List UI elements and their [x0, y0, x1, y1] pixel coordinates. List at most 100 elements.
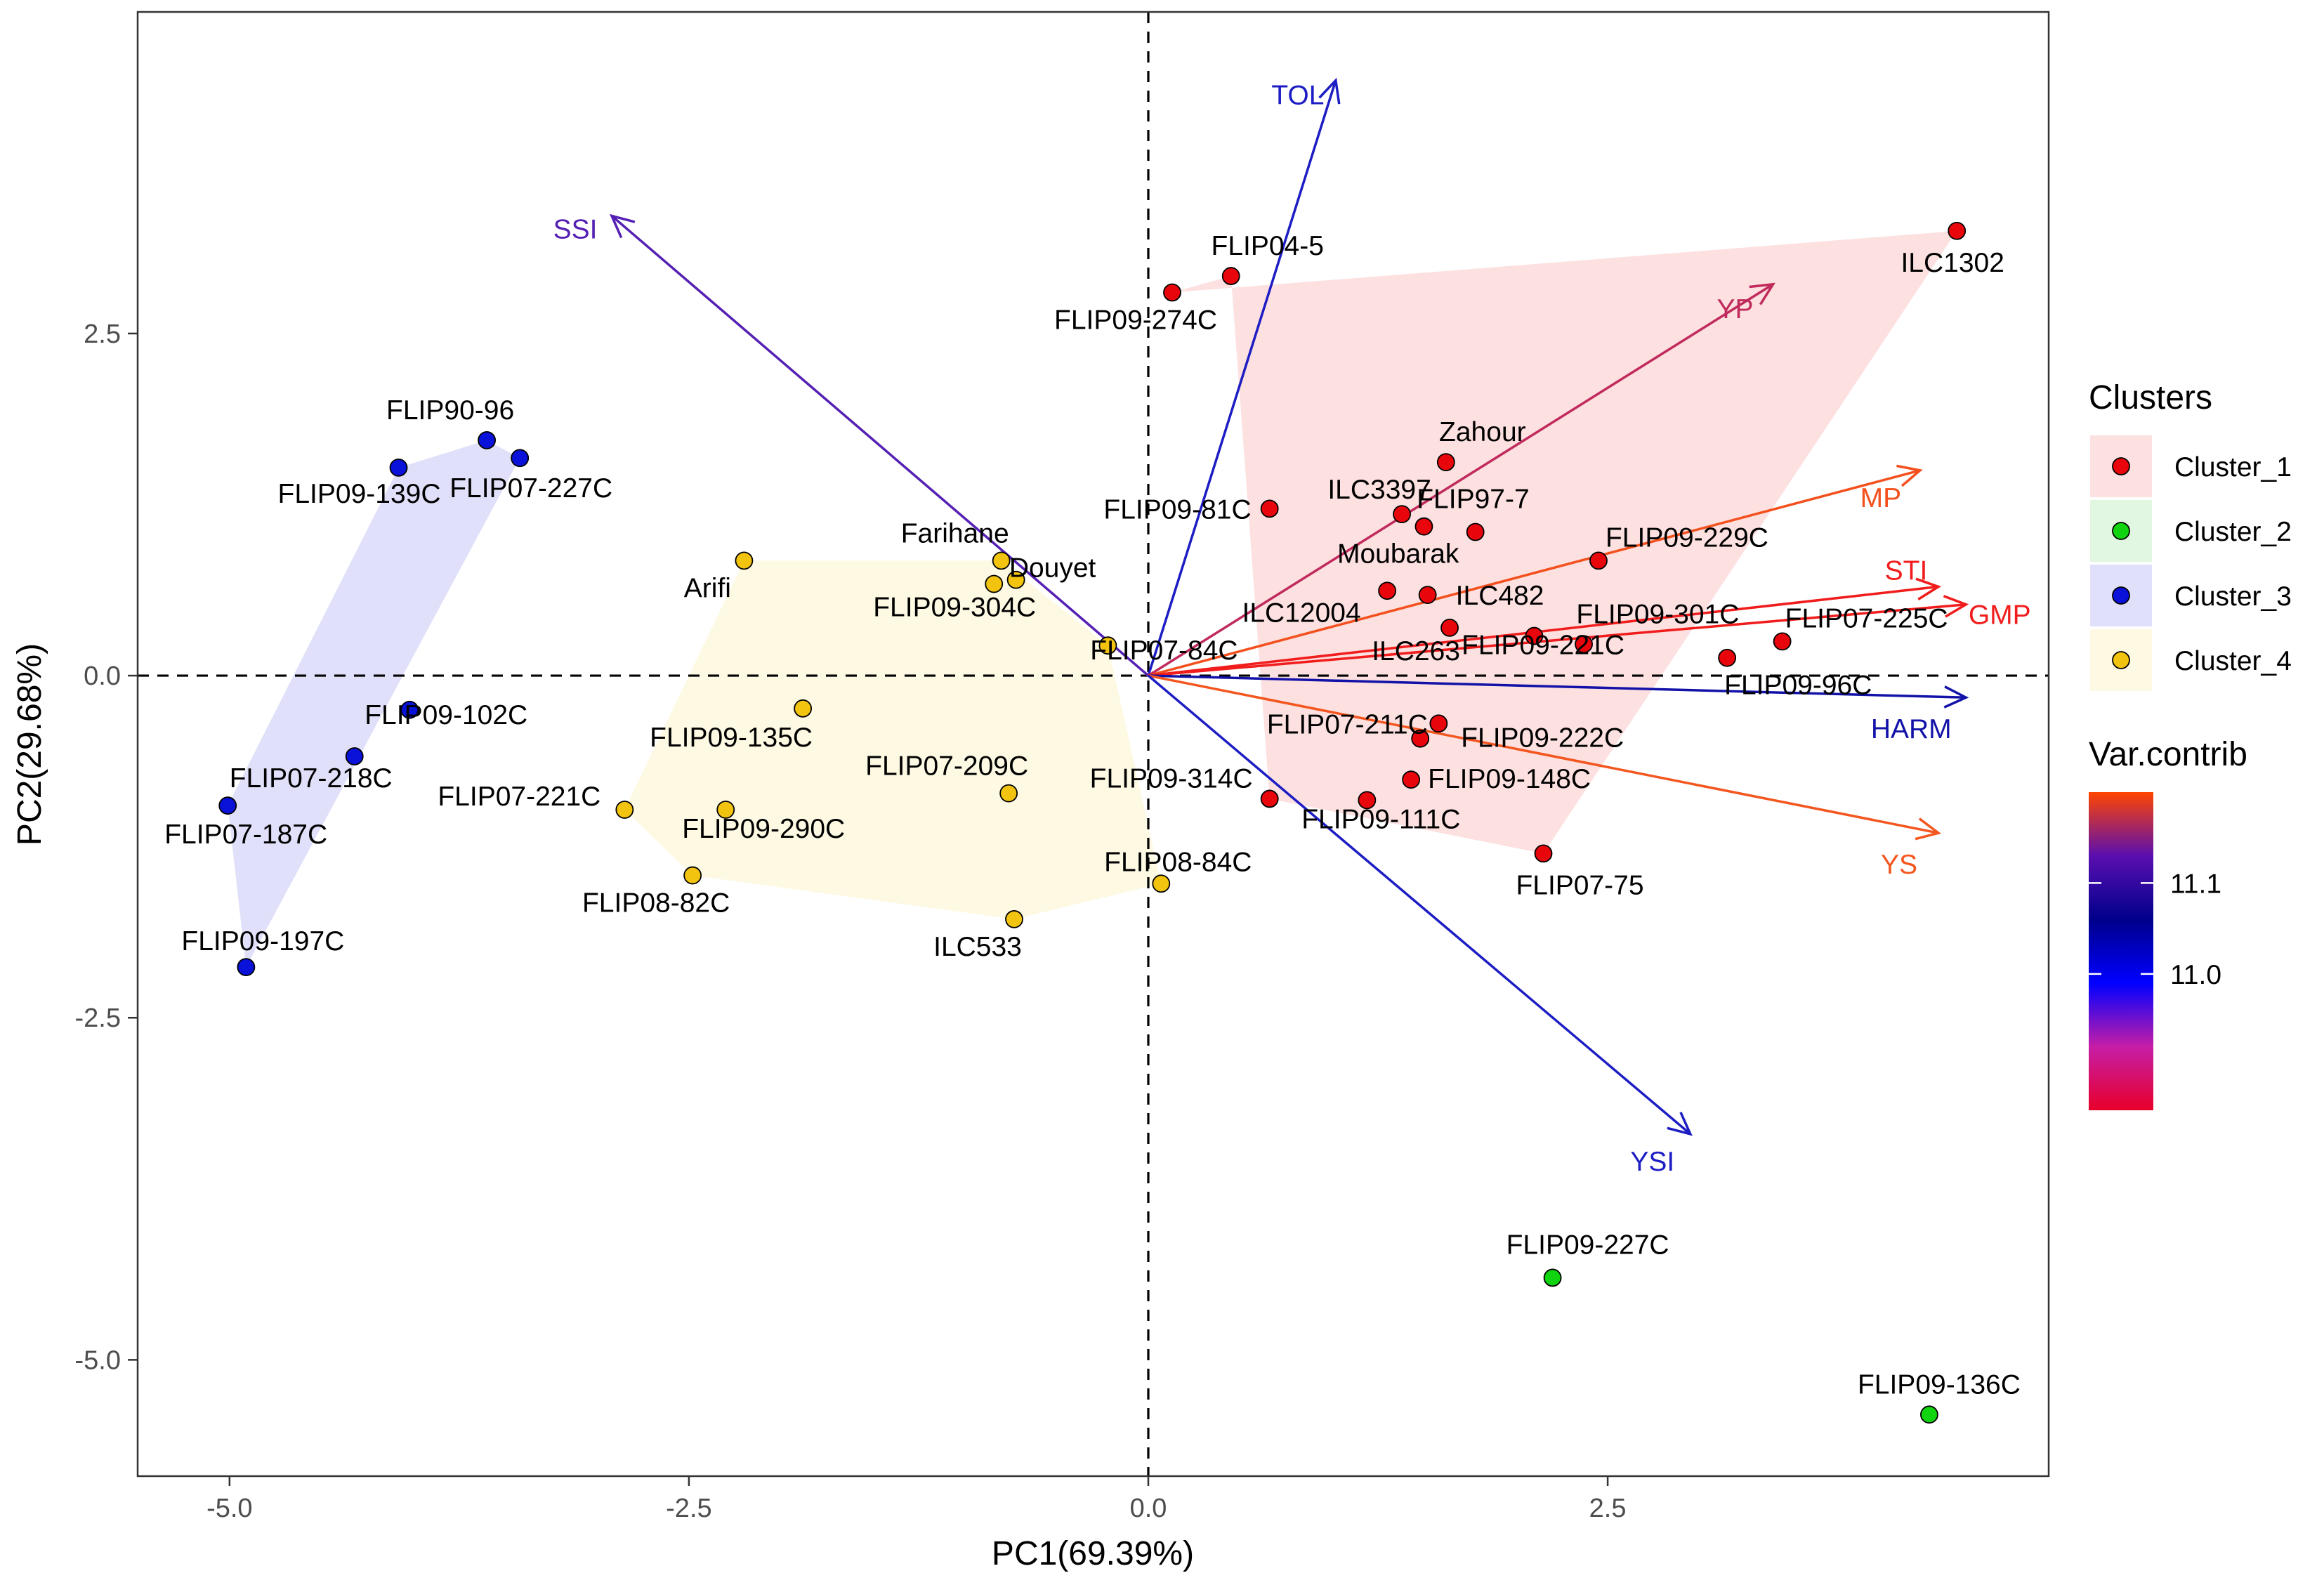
reference-lines [138, 12, 2049, 1476]
arrow-shaft [1148, 674, 1939, 834]
point-douyet [1006, 570, 1025, 589]
arrow-shaft [1148, 283, 1774, 677]
arrow-head [1318, 77, 1341, 105]
point-label-flip07-221c: FLIP07-221C [438, 782, 600, 812]
point-ilc482 [1418, 586, 1437, 605]
arrow-head [1749, 282, 1775, 305]
point-label-zahour: Zahour [1439, 417, 1526, 447]
point-ilc533 [1005, 910, 1023, 928]
hull-cluster-4 [624, 560, 1162, 919]
point-flip09-197c [237, 958, 256, 977]
arrow-shaft [610, 215, 1150, 677]
arrow-gmp [1148, 595, 1969, 677]
arrow-shaft [1148, 585, 1939, 677]
y-tick-label: -5.0 [75, 1346, 121, 1375]
arrow-shaft [1147, 79, 1337, 676]
point-flip07-211c [1429, 714, 1448, 733]
variable-label-harm: HARM [1871, 714, 1952, 744]
x-axis-title: PC1(69.39%) [992, 1535, 1194, 1572]
observation-points [218, 221, 1967, 1424]
arrow-head [1943, 595, 1969, 618]
point-label-flip09-274c: FLIP09-274C [1054, 305, 1217, 335]
point-labels: TOL SSI YP MP STI GMP HARM YS YSI ILC1302 FLIP04-5… [164, 80, 2030, 1400]
point-label-flip08-84c: FLIP08-84C [1104, 847, 1252, 877]
point-label-flip07-218c: FLIP07-218C [230, 763, 393, 794]
point-label-flip07-225c: FLIP07-225C [1785, 603, 1948, 633]
point-label-flip09-139c: FLIP09-139C [278, 479, 441, 509]
variable-arrows [609, 77, 1969, 1136]
point-label-flip09-136c: FLIP09-136C [1858, 1369, 2021, 1400]
point-flip09-136c [1920, 1405, 1938, 1424]
point-label-ilc3397: ILC3397 [1327, 475, 1431, 505]
point-label-ilc263: ILC263 [1372, 636, 1460, 666]
point-label-flip90-96: FLIP90-96 [386, 395, 514, 426]
point-flip09-290c [716, 801, 735, 819]
point-label-flip09-148c: FLIP09-148C [1428, 764, 1591, 794]
arrow-ssi [609, 213, 1150, 677]
arrow-head [1915, 817, 1941, 841]
point-label-flip09-135c: FLIP09-135C [650, 723, 813, 753]
arrow-sti [1148, 577, 1942, 677]
hull-cluster-3 [228, 440, 520, 968]
point-flip07-227c [511, 449, 530, 468]
legend-cluster-items: Cluster_1 Cluster_2 Cluster_3 Cluster_4 [2090, 435, 2292, 691]
point-flip09-221c [1575, 635, 1593, 654]
axes: -5.0 -2.5 0.0 2.5 -5.0 -2.5 0.0 2.5 [75, 320, 1627, 1523]
legend: Clusters Cluster_1Cluster_2Cluster_3Clus… [2089, 379, 2292, 1110]
arrow-shaft [1148, 674, 1967, 699]
point-flip09-222c [1411, 729, 1430, 748]
legend-item-label: Cluster_2 [2174, 517, 2292, 547]
variable-label-tol: TOL [1271, 80, 1324, 110]
point-label-flip07-84c: FLIP07-84C [1090, 636, 1238, 666]
point-arifi [735, 551, 754, 570]
point-label-flip09-229c: FLIP09-229C [1606, 522, 1768, 553]
point-flip09-274c [1163, 283, 1181, 302]
point-label-flip09-197c: FLIP09-197C [181, 926, 344, 956]
point-flip09-102c [400, 700, 419, 719]
point-flip07-225c [1773, 632, 1792, 651]
arrow-tol [1147, 77, 1341, 676]
point-label-flip09-227c: FLIP09-227C [1506, 1230, 1669, 1260]
y-tick-label: 2.5 [84, 320, 121, 349]
arrow-head [609, 213, 636, 239]
arrow-head [1915, 577, 1942, 600]
point-label-flip07-227c: FLIP07-227C [449, 473, 612, 504]
cluster-hulls [228, 230, 1957, 968]
variable-label-gmp: GMP [1969, 600, 2031, 631]
variable-label-mp: MP [1860, 483, 1902, 513]
legend-item-cluster-1: Cluster_1 [2090, 435, 2292, 497]
arrow-head [1667, 1112, 1693, 1136]
arrow-shaft [1148, 469, 1921, 677]
variable-label-yp: YP [1717, 294, 1754, 324]
point-label-flip09-304c: FLIP09-304C [873, 593, 1036, 623]
point-label-flip09-301c: FLIP09-301C [1576, 600, 1739, 630]
variable-label-sti: STI [1885, 555, 1928, 586]
point-flip07-209c [999, 784, 1018, 803]
point-flip09-229c [1589, 551, 1608, 570]
variable-label-ys: YS [1881, 850, 1917, 880]
point-flip09-314c [1260, 789, 1279, 808]
point-flip07-75 [1534, 844, 1553, 863]
legend-key-point [2112, 586, 2130, 605]
y-tick-label: 0.0 [84, 662, 121, 691]
legend-gradient-bar [2089, 792, 2153, 1110]
point-label-flip07-187c: FLIP07-187C [164, 820, 327, 850]
legend-item-cluster-4: Cluster_4 [2090, 629, 2292, 691]
point-flip09-139c [389, 458, 408, 477]
point-label-flip09-221c: FLIP09-221C [1462, 630, 1624, 660]
point-label-flip09-222c: FLIP09-222C [1461, 723, 1624, 754]
legend-gradient-title: Var.contrib [2089, 736, 2247, 773]
point-flip09-135c [794, 699, 813, 718]
point-ilc3397 [1393, 505, 1411, 524]
legend-key-point [2112, 522, 2130, 540]
point-flip09-81c [1260, 499, 1279, 518]
point-label-ilc482: ILC482 [1456, 581, 1544, 611]
legend-item-cluster-2: Cluster_2 [2090, 500, 2292, 562]
point-flip09-304c [985, 574, 1004, 593]
point-flip09-148c [1402, 770, 1421, 789]
arrow-shaft [1148, 603, 1967, 677]
point-label-ilc1302: ILC1302 [1900, 248, 2004, 278]
legend-gradient-ticks: 11.1 11.0 [2089, 869, 2221, 990]
legend-item-cluster-3: Cluster_3 [2090, 565, 2292, 626]
point-moubarak [1466, 522, 1485, 541]
